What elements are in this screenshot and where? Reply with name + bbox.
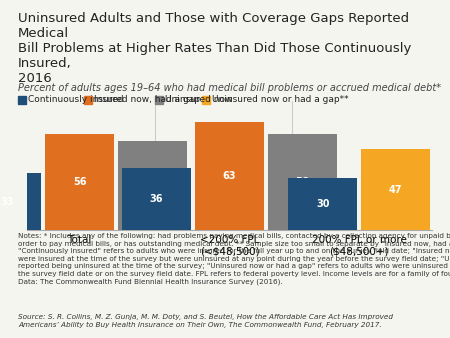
Text: Notes: * Includes any of the following: had problems paying medical bills, conta: Notes: * Includes any of the following: … (18, 233, 450, 285)
Text: 36: 36 (150, 194, 163, 204)
Bar (118, 141, 187, 230)
Text: 63: 63 (223, 171, 236, 181)
Bar (288, 178, 357, 230)
Text: Uninsured now or had a gap**: Uninsured now or had a gap** (212, 95, 349, 104)
Text: Percent of adults ages 19–64 who had medical bill problems or accrued medical de: Percent of adults ages 19–64 who had med… (18, 83, 441, 93)
Bar (0, 173, 41, 230)
Bar (122, 168, 191, 230)
Text: Insured now, had a gap: Insured now, had a gap (94, 95, 200, 104)
Bar (45, 134, 114, 230)
Text: Uninsured now: Uninsured now (165, 95, 232, 104)
Bar (268, 134, 337, 230)
Text: 30: 30 (316, 199, 329, 209)
Text: 33: 33 (0, 197, 14, 207)
Text: 52: 52 (146, 180, 159, 190)
Text: Source: S. R. Collins, M. Z. Gunja, M. M. Doty, and S. Beutel, How the Affordabl: Source: S. R. Collins, M. Z. Gunja, M. M… (18, 314, 393, 328)
Text: Continuously insured: Continuously insured (28, 95, 123, 104)
Bar (195, 122, 264, 230)
Text: 56: 56 (73, 177, 86, 187)
Text: 56: 56 (296, 177, 309, 187)
Text: Uninsured Adults and Those with Coverage Gaps Reported Medical
Bill Problems at : Uninsured Adults and Those with Coverage… (18, 12, 411, 85)
Bar (361, 149, 430, 230)
Text: 47: 47 (389, 185, 402, 195)
